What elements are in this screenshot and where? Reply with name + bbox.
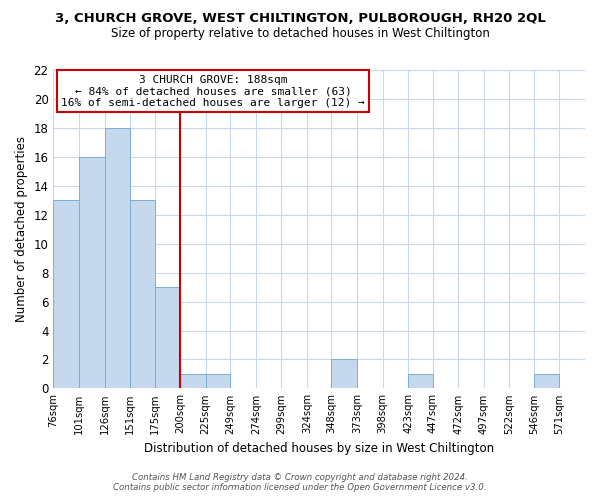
Bar xyxy=(180,374,206,388)
Text: 3, CHURCH GROVE, WEST CHILTINGTON, PULBOROUGH, RH20 2QL: 3, CHURCH GROVE, WEST CHILTINGTON, PULBO… xyxy=(55,12,545,26)
Bar xyxy=(79,157,104,388)
Bar xyxy=(130,200,155,388)
Bar xyxy=(206,374,230,388)
Bar xyxy=(104,128,130,388)
Text: Contains HM Land Registry data © Crown copyright and database right 2024.
Contai: Contains HM Land Registry data © Crown c… xyxy=(113,473,487,492)
Text: 3 CHURCH GROVE: 188sqm
← 84% of detached houses are smaller (63)
16% of semi-det: 3 CHURCH GROVE: 188sqm ← 84% of detached… xyxy=(61,75,365,108)
Text: Size of property relative to detached houses in West Chiltington: Size of property relative to detached ho… xyxy=(110,28,490,40)
Y-axis label: Number of detached properties: Number of detached properties xyxy=(15,136,28,322)
Bar xyxy=(155,287,180,388)
Bar xyxy=(408,374,433,388)
Bar xyxy=(53,200,79,388)
Bar xyxy=(534,374,559,388)
X-axis label: Distribution of detached houses by size in West Chiltington: Distribution of detached houses by size … xyxy=(144,442,494,455)
Bar xyxy=(331,360,357,388)
